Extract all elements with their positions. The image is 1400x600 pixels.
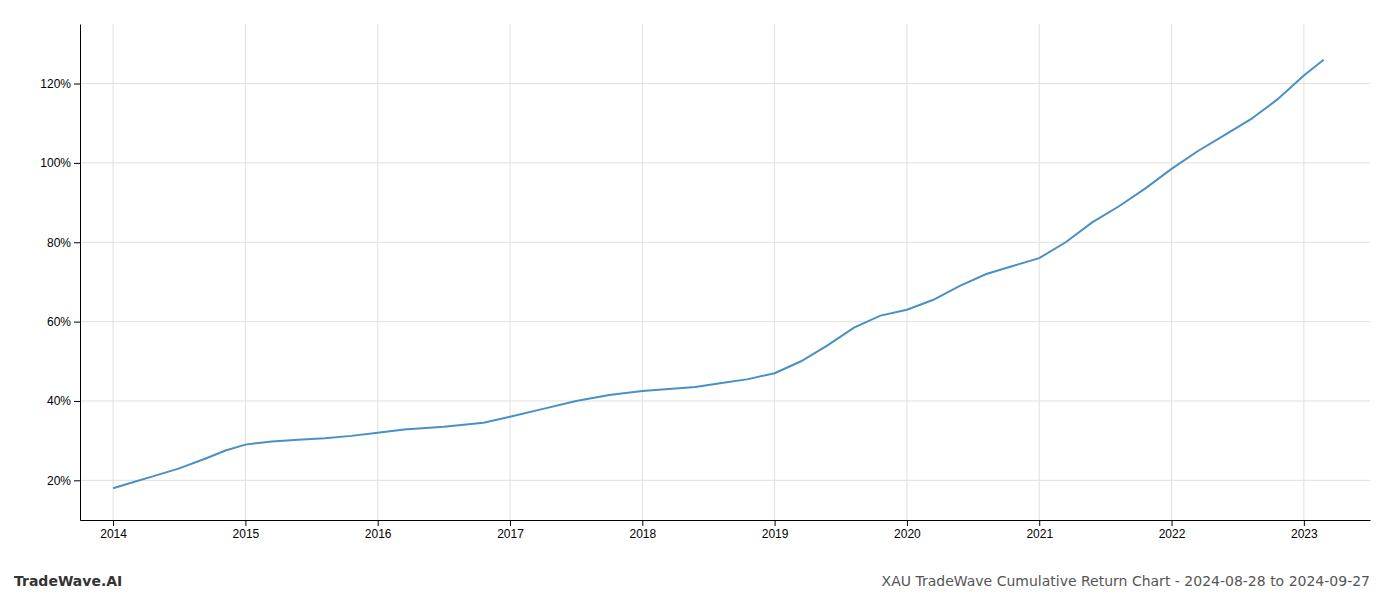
line (113, 60, 1324, 489)
watermark: TradeWave.AI (14, 573, 122, 589)
axis-line (81, 520, 1371, 521)
axis-line (80, 25, 81, 521)
tick-label: 2021 (1026, 527, 1053, 541)
tick: 120% (40, 77, 80, 91)
grid-line (113, 24, 114, 520)
grid (80, 24, 1370, 520)
tick-mark (1172, 520, 1173, 526)
tick: 2022 (1159, 520, 1186, 541)
tick-label: 2019 (762, 527, 789, 541)
tick-mark (245, 520, 246, 526)
grid-line (642, 24, 643, 520)
tick: 40% (47, 394, 80, 408)
tick-label: 60% (47, 315, 71, 329)
tick: 2019 (762, 520, 789, 541)
grid-line (377, 24, 378, 520)
grid-line (80, 162, 1370, 163)
grid-line (1303, 24, 1304, 520)
tick-label: 2015 (233, 527, 260, 541)
tick-mark (74, 242, 80, 243)
tick-mark (74, 322, 80, 323)
tick: 2015 (233, 520, 260, 541)
tick: 2017 (497, 520, 524, 541)
tick: 60% (47, 315, 80, 329)
tick-mark (510, 520, 511, 526)
tick-mark (74, 401, 80, 402)
grid-line (80, 321, 1370, 322)
tick-label: 2020 (894, 527, 921, 541)
tick-mark (74, 163, 80, 164)
tick: 2014 (100, 520, 127, 541)
tick: 2023 (1291, 520, 1318, 541)
tick: 2021 (1026, 520, 1053, 541)
tick-mark (74, 480, 80, 481)
tick-mark (642, 520, 643, 526)
chart-svg: 2014 2015 2016 2017 2018 2019 2020 2021 2022 2023… (0, 0, 1400, 600)
tick-mark (907, 520, 908, 526)
chart-container: 2014 2015 2016 2017 2018 2019 2020 2021 2022 2023… (0, 0, 1400, 600)
tick: 20% (47, 474, 80, 488)
tick: 2018 (629, 520, 656, 541)
tick-label: 2022 (1159, 527, 1186, 541)
grid-line (1171, 24, 1172, 520)
plot-area (113, 60, 1324, 489)
tick-mark (378, 520, 379, 526)
tick: 2020 (894, 520, 921, 541)
tick-label: 2018 (629, 527, 656, 541)
tick-mark (1304, 520, 1305, 526)
title: XAU TradeWave Cumulative Return Chart - … (882, 573, 1370, 589)
grid-line (80, 480, 1370, 481)
grid-line (80, 83, 1370, 84)
x-axis: 2014 2015 2016 2017 2018 2019 2020 2021 2022 2023 (81, 520, 1371, 541)
tick: 80% (47, 236, 80, 250)
grid-line (906, 24, 907, 520)
grid-line (774, 24, 775, 520)
tick-label: 2016 (365, 527, 392, 541)
tick-mark (775, 520, 776, 526)
grid-line (1039, 24, 1040, 520)
tick-mark (1039, 520, 1040, 526)
y-axis: 20% 40% 60% 80% 100% 120% (40, 25, 80, 521)
tick-label: 20% (47, 474, 71, 488)
tick: 2016 (365, 520, 392, 541)
tick-mark (113, 520, 114, 526)
tick-label: 2023 (1291, 527, 1318, 541)
tick-mark (74, 84, 80, 85)
tick-label: 80% (47, 236, 71, 250)
tick-label: 100% (40, 156, 71, 170)
tick-label: 120% (40, 77, 71, 91)
tick-label: 2014 (100, 527, 127, 541)
grid-line (510, 24, 511, 520)
grid-line (80, 400, 1370, 401)
tick-label: 40% (47, 394, 71, 408)
tick: 100% (40, 156, 80, 170)
tick-label: 2017 (497, 527, 524, 541)
grid-line (80, 242, 1370, 243)
